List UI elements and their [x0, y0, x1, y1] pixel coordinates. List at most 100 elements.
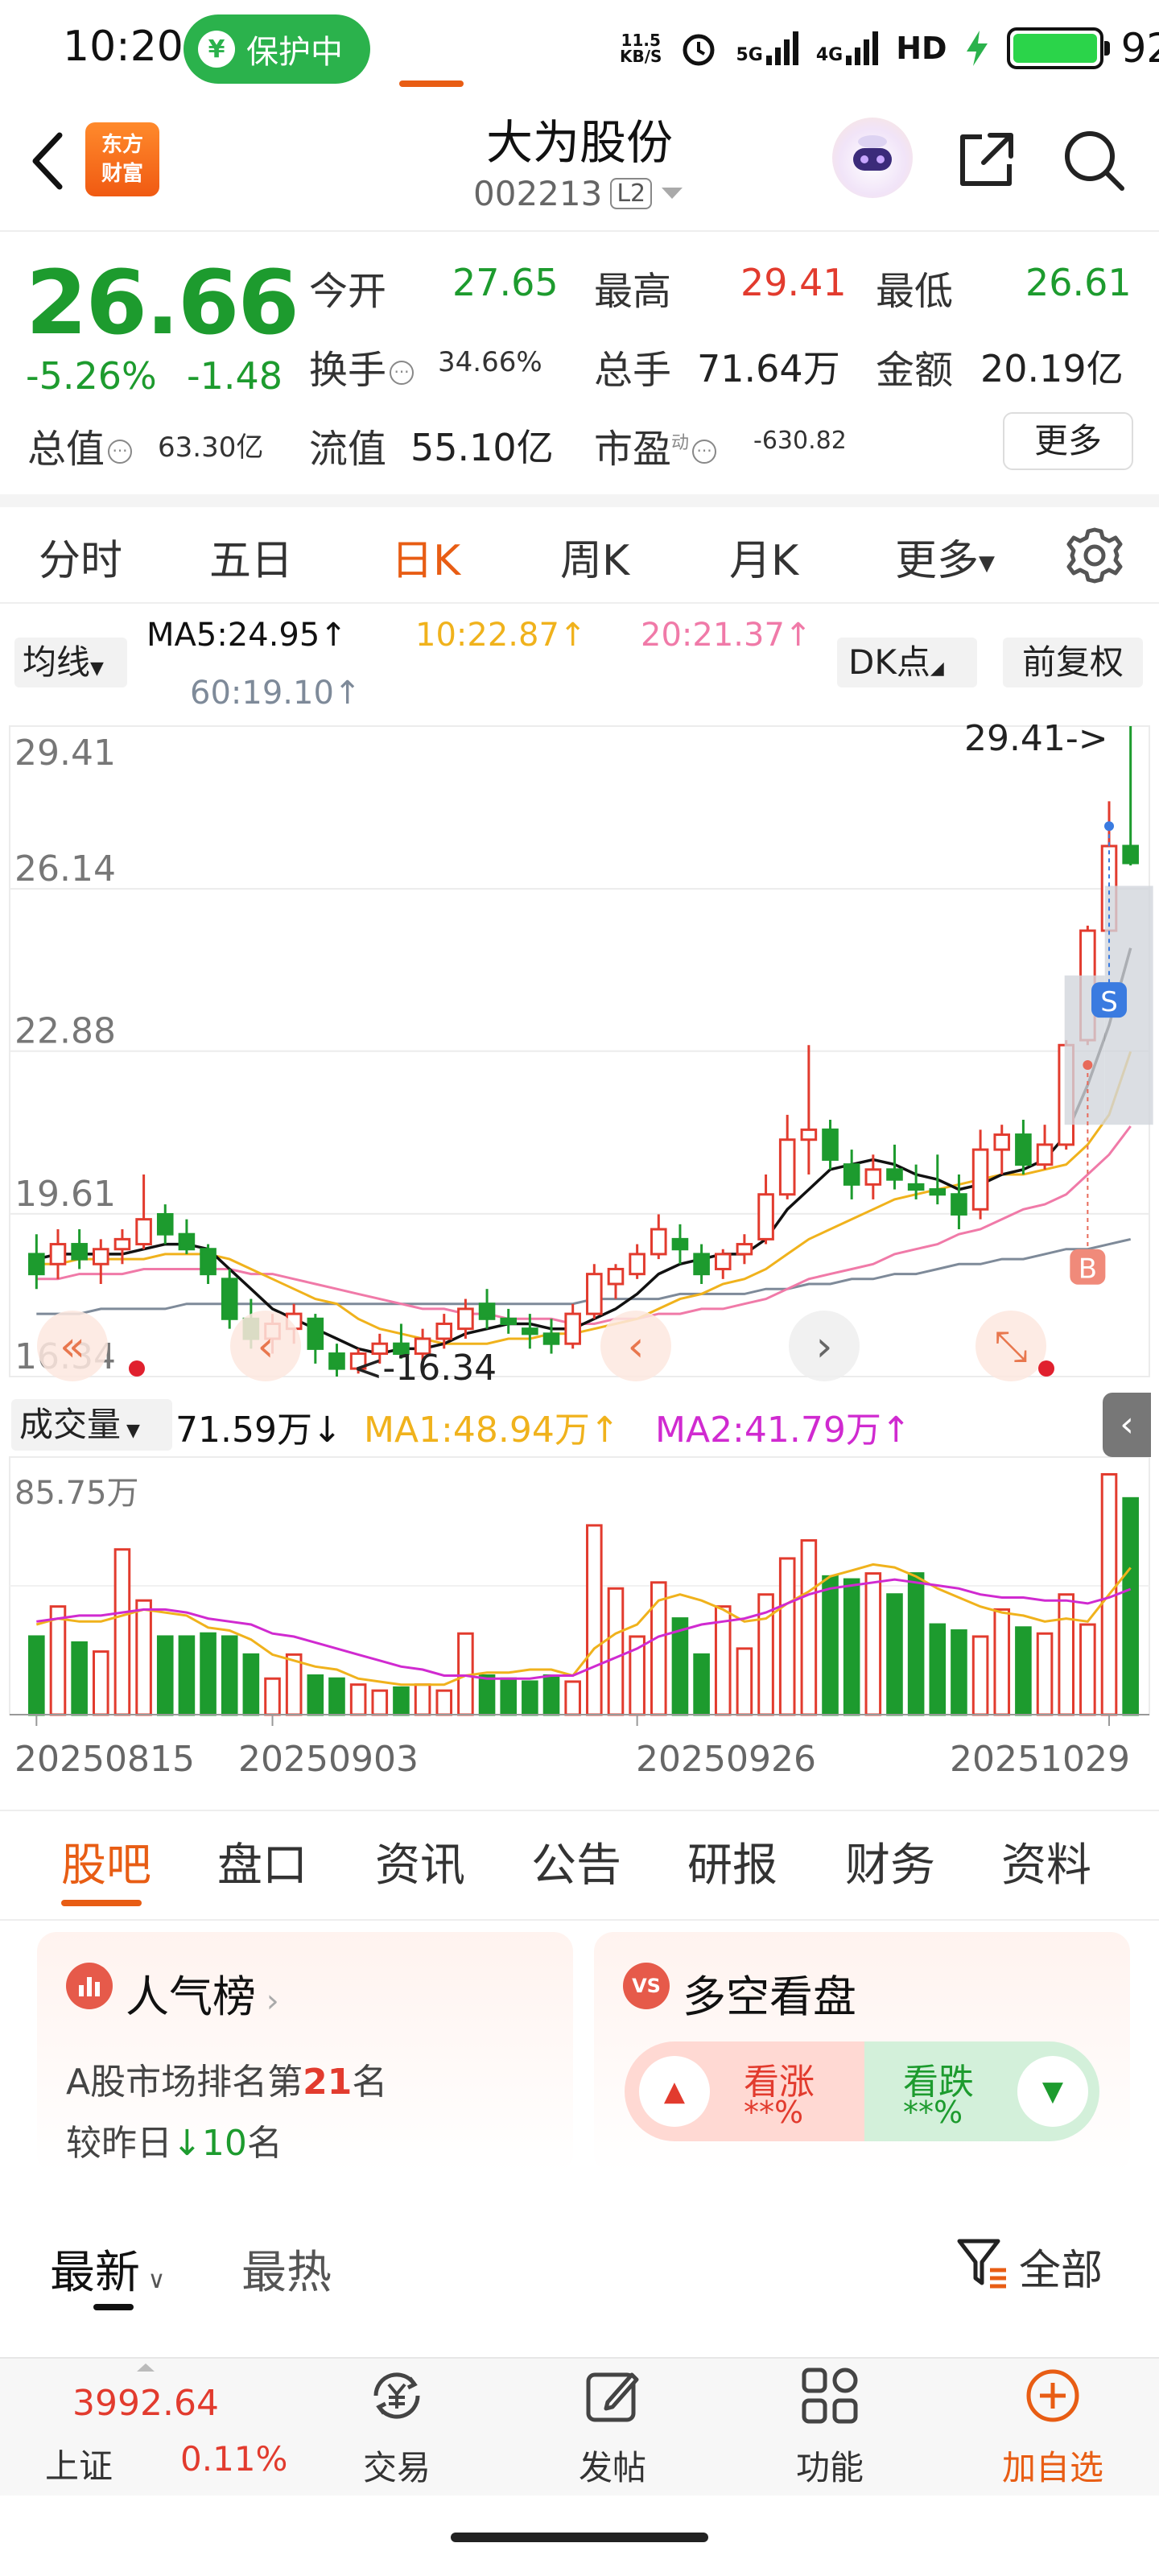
chart-nav-button: [789, 1311, 860, 1381]
vote-down-label: 看跌: [903, 2062, 974, 2103]
chevron-left-icon: ‹: [628, 1323, 645, 1371]
mktcap-value: 63.30亿: [158, 431, 264, 464]
mktcap-label[interactable]: 总值 ···: [27, 417, 135, 473]
caret-down-icon: ▼: [90, 658, 104, 679]
candle-down: [328, 1352, 345, 1370]
tab-financials[interactable]: 财务: [845, 1839, 935, 1892]
candle-down: [28, 1253, 45, 1276]
volume-bar: [607, 1587, 625, 1716]
price-tick-label: 29.41: [14, 733, 116, 774]
ma-indicator-select[interactable]: 均线▼: [14, 638, 127, 687]
tab-daily-k[interactable]: 日K: [391, 537, 461, 585]
protect-badge[interactable]: ¥ 保护中: [184, 14, 370, 84]
chart-nav-button: [230, 1311, 301, 1381]
vol-ma1-label: MA1:48.94万↑: [364, 1410, 620, 1451]
buy-signal-label: B: [1079, 1253, 1097, 1286]
candle-up: [586, 1273, 603, 1315]
sort-hot[interactable]: 最热: [241, 2247, 332, 2299]
more-button[interactable]: 更多: [1003, 412, 1133, 470]
volume-bar: [328, 1677, 345, 1716]
tab-intraday[interactable]: 分时: [39, 537, 123, 585]
volume-bar: [693, 1653, 710, 1716]
ai-assistant-icon[interactable]: [832, 118, 913, 198]
caret-corner-icon: ◢: [930, 658, 944, 679]
tab-research[interactable]: 研报: [687, 1839, 777, 1892]
high-marker: 29.41->: [964, 718, 1108, 759]
red-dot-marker: [129, 1360, 145, 1377]
share-icon[interactable]: [955, 127, 1019, 192]
candle-up: [757, 1193, 774, 1241]
stock-code-selector[interactable]: 002213 L2: [473, 174, 684, 213]
volume-indicator-select[interactable]: 成交量 ▼: [11, 1399, 172, 1451]
grid-icon: [802, 2368, 858, 2424]
turnover-label-text: 换手: [309, 348, 387, 393]
home-indicator: [451, 2533, 708, 2542]
collapse-panel-button[interactable]: ‹: [1103, 1393, 1151, 1457]
vote-up-button[interactable]: ▲ 看涨 **%: [625, 2041, 864, 2141]
pe-label[interactable]: 市盈动 ···: [594, 417, 720, 473]
candle-down: [886, 1168, 903, 1181]
divider: [0, 494, 1159, 507]
nav-functions[interactable]: 功能: [777, 2363, 882, 2490]
back-icon[interactable]: [24, 129, 72, 193]
net-speed-value: 11.5: [621, 31, 661, 50]
tab-order-book[interactable]: 盘口: [217, 1839, 307, 1892]
divider: [0, 1919, 1159, 1921]
nav-post[interactable]: 发帖: [560, 2363, 665, 2490]
signal-4g-label: 4G: [815, 45, 843, 65]
active-sort-indicator: [93, 2304, 134, 2310]
volume-bar: [156, 1635, 174, 1716]
turnover-label[interactable]: 换手 ···: [309, 338, 417, 394]
dk-point-select[interactable]: DK点◢: [837, 638, 977, 687]
tab-five-day[interactable]: 五日: [209, 537, 294, 585]
high-label: 最高: [594, 269, 672, 314]
tab-profile[interactable]: 资料: [1001, 1839, 1091, 1892]
volume-ma-lines: [35, 1563, 1132, 1686]
volume-bar: [242, 1653, 260, 1716]
gear-icon[interactable]: [1062, 523, 1127, 588]
search-icon[interactable]: [1059, 126, 1127, 193]
ma10-line: [36, 1051, 1132, 1345]
candle-down: [200, 1248, 217, 1276]
bull-bear-card: VS 多空看盘 ▲ 看涨 **% 看跌 **% ▼: [594, 1932, 1130, 2174]
vote-down-value: **%: [903, 2095, 963, 2130]
ma60-label: 60:19.10↑: [190, 675, 361, 712]
adjust-select[interactable]: 前复权: [1003, 638, 1143, 687]
sort-latest[interactable]: 最新 ∨: [50, 2236, 166, 2301]
tab-news[interactable]: 资讯: [375, 1839, 465, 1892]
app-logo[interactable]: 东方 财富: [85, 122, 159, 196]
pe-label-text: 市盈: [594, 427, 672, 472]
tab-weekly-k[interactable]: 周K: [560, 537, 630, 585]
amount-value: 20.19亿: [980, 347, 1124, 390]
index-value[interactable]: 3992.64: [72, 2383, 219, 2424]
vote-down-button[interactable]: 看跌 **% ▼: [864, 2041, 1099, 2141]
volume-bar: [371, 1689, 389, 1716]
candle-down: [478, 1302, 496, 1320]
tab-announcements[interactable]: 公告: [531, 1839, 621, 1892]
volume-bar: [500, 1677, 518, 1716]
volume-bar: [864, 1572, 882, 1716]
volume-bar: [307, 1674, 324, 1716]
edit-icon: [586, 2372, 639, 2422]
volume-bar: [285, 1653, 303, 1716]
current-price: 26.66: [26, 251, 299, 354]
nav-trade[interactable]: 交易: [344, 2363, 449, 2490]
filter-icon[interactable]: [955, 2235, 1011, 2291]
tab-monthly-k[interactable]: 月K: [729, 537, 799, 585]
tab-more-periods[interactable]: 更多▼: [895, 526, 995, 587]
stock-name: 大为股份: [485, 115, 673, 170]
bar-chart-glyph: [79, 1977, 100, 1996]
candle-down: [951, 1193, 967, 1216]
bottom-nav: [0, 2357, 1159, 2496]
arrow-down-icon: ↓: [172, 2123, 202, 2164]
candle-down: [221, 1278, 238, 1320]
signal-5g-label: 5G: [736, 45, 763, 65]
rank-delta: 10: [201, 2123, 247, 2164]
nav-add-watchlist[interactable]: 加自选: [996, 2363, 1109, 2490]
filter-all-label[interactable]: 全部: [1019, 2247, 1103, 2295]
tab-forum[interactable]: 股吧: [61, 1839, 151, 1892]
popularity-card[interactable]: 人气榜 › A股市场排名第21名 较昨日↓10名: [37, 1932, 573, 2174]
candle-up: [778, 1138, 796, 1196]
buy-signal-dot: [1083, 1060, 1093, 1071]
